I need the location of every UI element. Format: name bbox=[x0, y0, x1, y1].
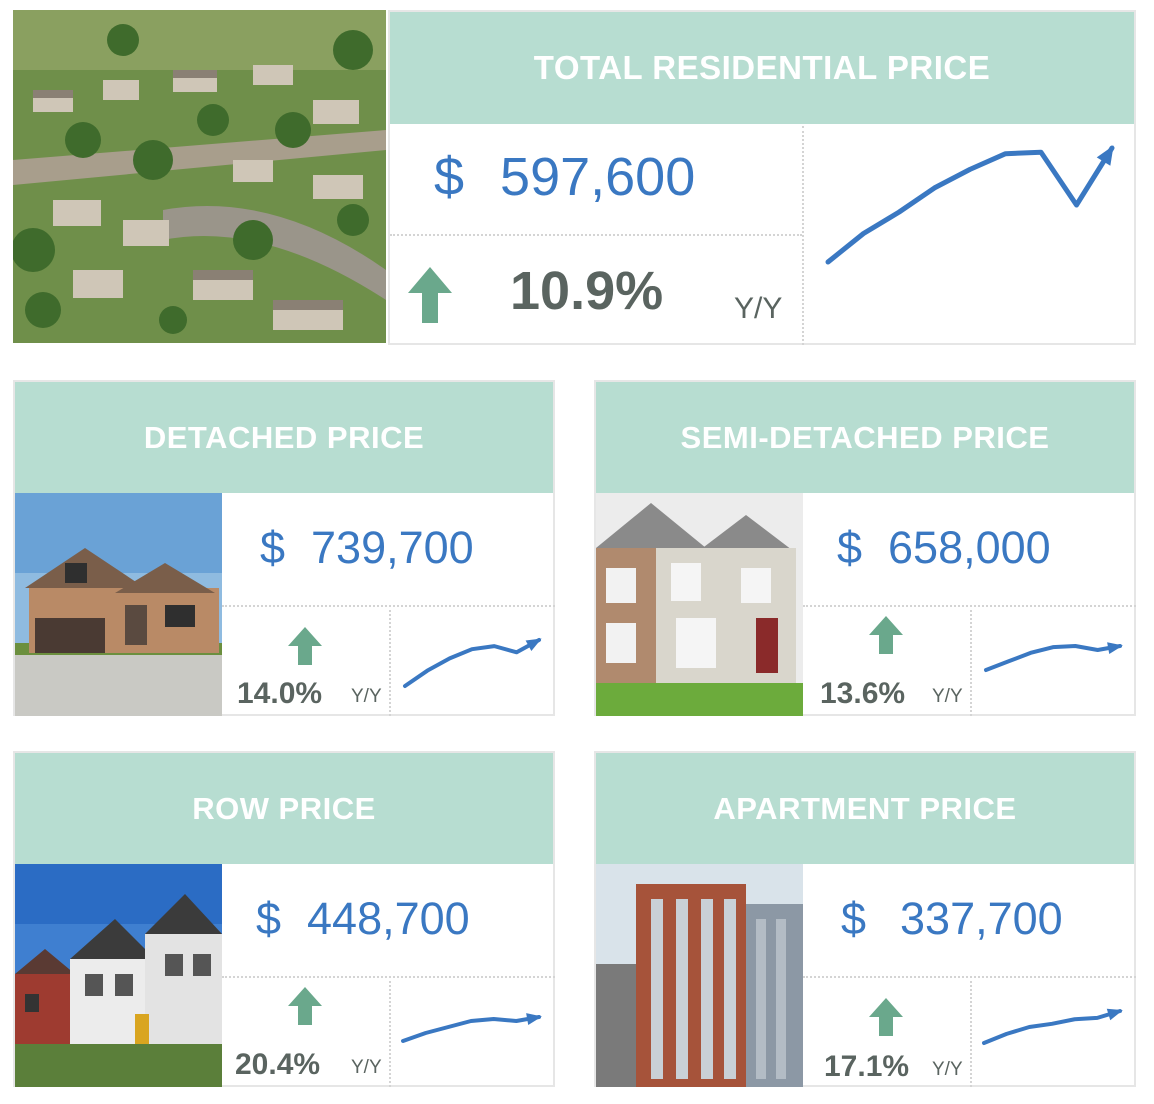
row-price: $448,700 bbox=[256, 893, 470, 945]
row-change: 20.4% bbox=[235, 1048, 321, 1081]
divider bbox=[970, 976, 972, 1087]
divider bbox=[970, 605, 972, 716]
divider bbox=[803, 976, 1136, 978]
trend-line bbox=[401, 1015, 541, 1043]
aerial-neighborhood-photo bbox=[13, 10, 386, 343]
detached-price: $739,700 bbox=[260, 522, 474, 574]
divider bbox=[802, 126, 804, 345]
apartment-trend-sparkline bbox=[982, 1008, 1123, 1045]
divider bbox=[222, 605, 555, 607]
period-label: Y/Y bbox=[351, 1057, 382, 1078]
row-card: ROW PRICE $448,700 20.4% Y/Y bbox=[13, 751, 555, 1087]
divider bbox=[389, 605, 391, 716]
currency-symbol: $ bbox=[837, 522, 863, 573]
semi-detached-house-photo bbox=[596, 493, 803, 716]
up-arrow-icon bbox=[408, 267, 452, 323]
semi-detached-change: 13.6% bbox=[820, 677, 906, 710]
period-label: Y/Y bbox=[932, 1059, 963, 1080]
total-residential-card: TOTAL RESIDENTIAL PRICE $597,600 10.9% Y… bbox=[388, 10, 1136, 345]
currency-symbol: $ bbox=[256, 893, 282, 944]
detached-trend-sparkline bbox=[403, 638, 542, 688]
apartment-title: APARTMENT PRICE bbox=[596, 753, 1134, 864]
row-title: ROW PRICE bbox=[15, 753, 553, 864]
semi-detached-title: SEMI-DETACHED PRICE bbox=[596, 382, 1134, 493]
divider bbox=[222, 976, 555, 978]
semi-detached-price: $658,000 bbox=[837, 522, 1051, 574]
apartment-price: $337,700 bbox=[841, 893, 1063, 945]
up-arrow-icon bbox=[869, 998, 903, 1036]
detached-house-photo bbox=[15, 493, 222, 716]
apartment-card: APARTMENT PRICE $337,700 17.1% Y/Y bbox=[594, 751, 1136, 1087]
trend-line bbox=[984, 644, 1122, 672]
trend-arrowhead bbox=[526, 1013, 542, 1025]
total-price: $597,600 bbox=[434, 146, 695, 208]
currency-symbol: $ bbox=[841, 893, 867, 944]
apartment-building-photo bbox=[596, 864, 803, 1087]
apartment-change: 17.1% bbox=[824, 1050, 910, 1083]
trend-arrowhead bbox=[1096, 145, 1114, 166]
trend-line bbox=[982, 1009, 1122, 1045]
price-value: 448,700 bbox=[307, 893, 470, 944]
period-label: Y/Y bbox=[351, 686, 382, 707]
period-label: Y/Y bbox=[734, 292, 783, 325]
trend-arrowhead bbox=[1107, 642, 1123, 655]
divider bbox=[389, 976, 391, 1087]
row-trend-sparkline bbox=[401, 1013, 542, 1043]
divider bbox=[803, 605, 1136, 607]
detached-card: DETACHED PRICE $739,700 14.0% Y/Y bbox=[13, 380, 555, 716]
trend-arrowhead bbox=[525, 638, 542, 652]
divider bbox=[390, 234, 802, 236]
price-value: 658,000 bbox=[888, 522, 1051, 573]
up-arrow-icon bbox=[288, 987, 322, 1025]
total-residential-title: TOTAL RESIDENTIAL PRICE bbox=[390, 12, 1134, 124]
price-value: 337,700 bbox=[900, 893, 1063, 944]
price-value: 597,600 bbox=[500, 147, 696, 207]
up-arrow-icon bbox=[288, 627, 322, 665]
currency-symbol: $ bbox=[434, 147, 465, 207]
trend-line bbox=[825, 145, 1115, 265]
currency-symbol: $ bbox=[260, 522, 286, 573]
up-arrow-icon bbox=[869, 616, 903, 654]
row-houses-photo bbox=[15, 864, 222, 1087]
period-label: Y/Y bbox=[932, 686, 963, 707]
detached-change: 14.0% bbox=[237, 677, 323, 710]
price-value: 739,700 bbox=[311, 522, 474, 573]
trend-line bbox=[403, 638, 541, 688]
detached-title: DETACHED PRICE bbox=[15, 382, 553, 493]
total-change: 10.9% bbox=[510, 261, 664, 321]
semi-detached-trend-sparkline bbox=[984, 642, 1123, 672]
semi-detached-card: SEMI-DETACHED PRICE $658,000 13.6% Y/Y bbox=[594, 380, 1136, 716]
trend-arrowhead bbox=[1106, 1008, 1123, 1021]
total-trend-sparkline bbox=[825, 145, 1115, 265]
